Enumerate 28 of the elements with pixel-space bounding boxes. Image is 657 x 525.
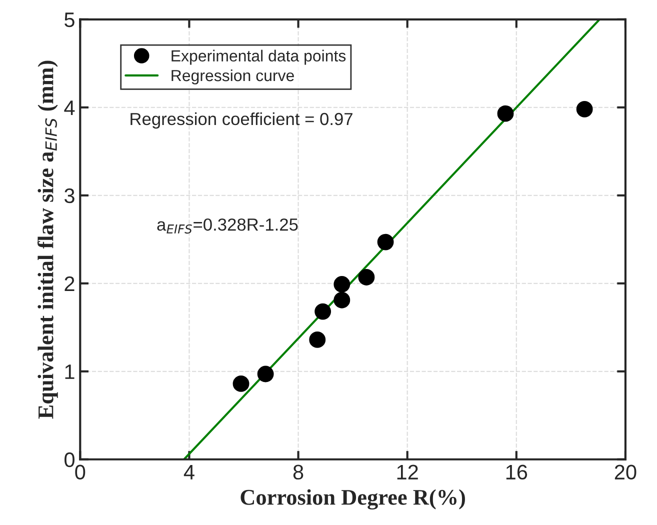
point [334, 292, 350, 308]
x-tick-label: 4 [184, 465, 194, 480]
x-tick-label: 0 [75, 464, 86, 480]
y-tick-label: 3 [64, 188, 74, 204]
y-tick-label: 5 [64, 12, 74, 28]
point [497, 105, 514, 122]
point [358, 269, 375, 286]
point [314, 303, 332, 320]
point [377, 234, 394, 250]
y-tick-label: 2 [64, 276, 74, 291]
point [257, 366, 274, 382]
y-tick-label: 1 [65, 364, 74, 379]
x-tick-label: 16 [506, 464, 528, 480]
annotation: Regression coefficient = 0.97 [130, 112, 352, 129]
y-axis-title: Equivalent initial flaw size a$_{EIFS}$ (mm) [37, 60, 58, 419]
point [232, 375, 250, 392]
annotation: a$_{EIFS}$=0.328R-1.25 [157, 218, 298, 234]
y-tick-label: 4 [64, 100, 75, 115]
point [309, 331, 326, 348]
point [576, 100, 593, 118]
y-tick-label: 0 [64, 452, 74, 468]
point [334, 276, 350, 292]
legend-label: Regression curve [172, 69, 294, 84]
legend-label: Experimental data points [172, 50, 346, 65]
x-axis-title: Corrosion Degree R(%) [240, 489, 465, 510]
x-tick-label: 8 [293, 464, 304, 480]
x-tick-label: 12 [397, 464, 418, 480]
x-tick-label: 20 [614, 464, 636, 480]
